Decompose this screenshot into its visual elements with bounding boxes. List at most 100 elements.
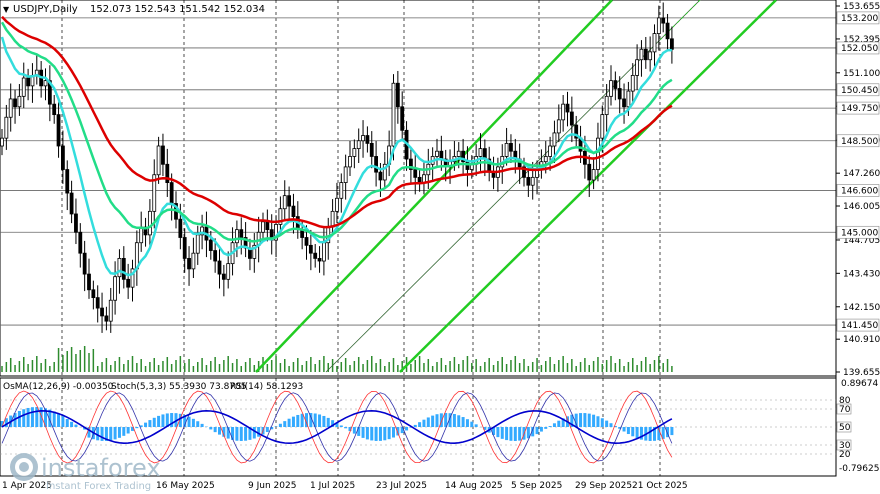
- osma-bar: [583, 413, 587, 427]
- candle-body: [91, 289, 96, 299]
- candle-body: [395, 82, 400, 108]
- candle-body: [656, 17, 661, 34]
- osma-bar: [622, 427, 626, 432]
- osma-bar: [309, 413, 313, 427]
- osma-bar: [170, 413, 174, 427]
- osma-bar: [596, 416, 600, 427]
- osma-bar: [570, 414, 574, 427]
- osma-bar: [113, 427, 117, 440]
- level-tag-box: [836, 41, 880, 55]
- osma-bar: [592, 414, 596, 427]
- candle-body: [596, 137, 600, 170]
- level-tag-label: 141.450: [841, 321, 878, 331]
- candle-body: [417, 176, 422, 183]
- candle-body: [643, 48, 648, 61]
- candle-body: [670, 38, 674, 50]
- candle-body: [665, 22, 670, 40]
- time-axis-label: 5 Sep 2025: [511, 481, 562, 491]
- candle-body: [226, 263, 231, 280]
- price-panel[interactable]: [0, 0, 837, 377]
- ema-line: [0, 21, 673, 243]
- osma-bar: [405, 427, 409, 431]
- time-axis-label: 29 Sep 2025: [575, 481, 632, 491]
- osma-bar: [157, 415, 161, 427]
- osma-bar: [135, 427, 139, 429]
- candle-body: [74, 213, 78, 233]
- price-tick-label: 144.705: [843, 236, 880, 246]
- osma-bar: [96, 427, 100, 441]
- candle-body: [104, 315, 109, 322]
- watermark-tagline: Instant Forex Trading: [46, 481, 151, 492]
- osma-bar: [666, 427, 670, 438]
- ema-line: [1, 15, 673, 229]
- osma-bar: [139, 425, 143, 427]
- osma-bar: [439, 413, 443, 427]
- symbol-label[interactable]: USDJPY,Daily: [13, 4, 78, 15]
- candle-body: [639, 48, 644, 61]
- osma-bar: [557, 420, 561, 427]
- candle-body: [330, 210, 335, 228]
- osma-bar: [209, 427, 213, 430]
- osma-bar: [152, 417, 156, 427]
- osma-bar: [144, 422, 148, 427]
- price-tick-label: 153.655: [843, 2, 880, 12]
- candle-body: [552, 132, 557, 147]
- osma-bar: [518, 427, 522, 441]
- osma-bar: [339, 425, 343, 427]
- price-tick-label: 143.430: [843, 269, 880, 279]
- osma-bar: [231, 427, 235, 440]
- candle-body: [391, 82, 396, 147]
- osc-level-label: 50: [839, 423, 851, 433]
- osma-bar: [387, 427, 391, 440]
- osma-bar: [600, 418, 604, 427]
- osma-bar: [587, 413, 591, 427]
- candle-body: [382, 163, 387, 181]
- osc-level-tag-box: [836, 439, 852, 451]
- osma-bar: [505, 427, 509, 441]
- osc-level-label: 70: [839, 405, 851, 415]
- osma-bar: [548, 426, 552, 427]
- osma-bar: [161, 414, 165, 427]
- channel-line: [255, 0, 613, 373]
- candle-body: [147, 210, 152, 236]
- osma-bar: [248, 427, 252, 440]
- indicator-panel[interactable]: [0, 377, 837, 477]
- candle-body: [569, 111, 574, 126]
- time-axis-label: 1 Jul 2025: [310, 481, 355, 491]
- candle-body: [121, 258, 126, 280]
- price-tick-label: 142.150: [843, 303, 880, 313]
- candle-body: [609, 80, 613, 97]
- osma-bar: [244, 427, 248, 441]
- level-tag-box: [836, 101, 880, 115]
- candle-body: [600, 114, 605, 139]
- candle-body: [117, 258, 122, 278]
- osma-bar: [335, 422, 339, 427]
- osma-bar: [344, 427, 348, 429]
- osma-bar: [626, 427, 630, 435]
- osma-bar: [613, 425, 617, 427]
- rsi-line: [1, 409, 673, 445]
- osma-bar: [326, 417, 330, 427]
- candle-body: [78, 231, 83, 254]
- candle-body: [374, 156, 379, 173]
- candle-body: [87, 273, 91, 291]
- candle-body: [478, 148, 483, 157]
- osma-bar: [409, 427, 413, 428]
- osma-bar: [661, 427, 665, 439]
- osma-bar: [352, 427, 356, 434]
- symbol-dropdown-icon[interactable]: ▼: [3, 5, 10, 14]
- osma-bar: [257, 427, 261, 437]
- osma-bar: [422, 419, 426, 427]
- candle-body: [361, 135, 365, 142]
- candle-body: [13, 98, 17, 108]
- price-tick-label: 140.910: [843, 335, 880, 345]
- osma-bar: [191, 418, 195, 427]
- candle-body: [556, 119, 561, 134]
- osma-bar: [104, 427, 108, 441]
- level-tag-label: 148.500: [841, 137, 878, 147]
- time-axis-label: 1 Apr 2025: [2, 481, 52, 491]
- candle-body: [548, 145, 552, 157]
- osma-top-label: 0.89674: [841, 379, 878, 389]
- candle-body: [400, 106, 405, 131]
- osma-bar: [300, 413, 304, 427]
